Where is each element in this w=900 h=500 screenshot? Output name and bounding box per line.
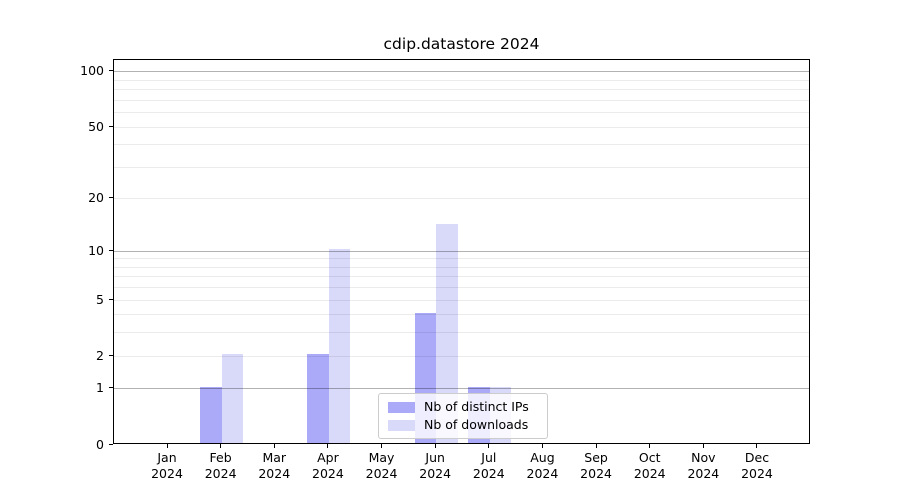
y-tick-label-20: 20 (88, 190, 104, 206)
x-tick-mark-oct (649, 444, 651, 448)
x-tick-mark-jul (488, 444, 490, 448)
bar-layer (114, 60, 809, 443)
y-tick-label-2: 2 (96, 347, 104, 363)
bar-jun-downloads (436, 224, 458, 443)
y-tick-mark-20 (109, 197, 113, 199)
y-tick-mark-50 (109, 125, 113, 127)
legend-swatch-downloads (388, 419, 415, 431)
x-tick-mark-aug (541, 444, 543, 448)
y-tick-label-5: 5 (96, 291, 104, 307)
x-tick-label-aug: Aug 2024 (526, 450, 559, 481)
bar-apr-distinct-ips (307, 354, 329, 443)
legend-label-distinct-ips: Nb of distinct IPs (424, 399, 529, 414)
legend-label-downloads: Nb of downloads (424, 417, 529, 432)
legend-item-distinct-ips: Nb of distinct IPs (388, 399, 539, 415)
legend: Nb of distinct IPs Nb of downloads (378, 393, 548, 439)
x-tick-mark-feb (220, 444, 222, 448)
x-tick-label-feb: Feb 2024 (204, 450, 237, 481)
x-tick-label-dec: Dec 2024 (741, 450, 773, 481)
x-tick-label-sep: Sep 2024 (580, 450, 612, 481)
y-tick-label-1: 1 (96, 380, 104, 396)
y-tick-mark-5 (109, 298, 113, 300)
y-tick-mark-2 (109, 354, 113, 356)
y-tick-label-50: 50 (88, 118, 104, 134)
x-tick-mark-jan (166, 444, 168, 448)
plot-area: Nb of distinct IPs Nb of downloads (113, 59, 810, 444)
y-tick-mark-1 (109, 387, 113, 389)
x-tick-label-jan: Jan 2024 (151, 450, 183, 481)
x-tick-label-apr: Apr 2024 (312, 450, 344, 481)
x-tick-mark-jun (434, 444, 436, 448)
x-tick-label-nov: Nov 2024 (687, 450, 720, 481)
x-tick-mark-mar (273, 444, 275, 448)
y-tick-mark-10 (109, 249, 113, 251)
bar-feb-distinct-ips (200, 386, 222, 443)
x-tick-label-mar: Mar 2024 (258, 450, 291, 481)
x-tick-mark-may (381, 444, 383, 448)
x-tick-mark-nov (702, 444, 704, 448)
bar-feb-downloads (221, 354, 244, 443)
chart-title: cdip.datastore 2024 (383, 35, 540, 53)
x-tick-mark-sep (595, 444, 597, 448)
x-tick-mark-dec (756, 444, 758, 448)
x-tick-label-jun: Jun 2024 (419, 450, 452, 481)
bar-apr-downloads (328, 249, 351, 443)
y-tick-mark-100 (109, 70, 113, 72)
x-tick-label-may: May 2024 (365, 450, 398, 481)
y-tick-label-10: 10 (88, 242, 104, 258)
y-tick-mark-0 (109, 443, 113, 445)
x-tick-label-jul: Jul 2024 (472, 450, 505, 481)
y-tick-label-100: 100 (80, 63, 104, 79)
legend-item-downloads: Nb of downloads (388, 417, 539, 433)
x-tick-label-oct: Oct 2024 (633, 450, 666, 481)
x-tick-mark-apr (327, 444, 329, 448)
legend-swatch-distinct-ips (388, 401, 415, 413)
y-tick-label-0: 0 (96, 436, 104, 452)
